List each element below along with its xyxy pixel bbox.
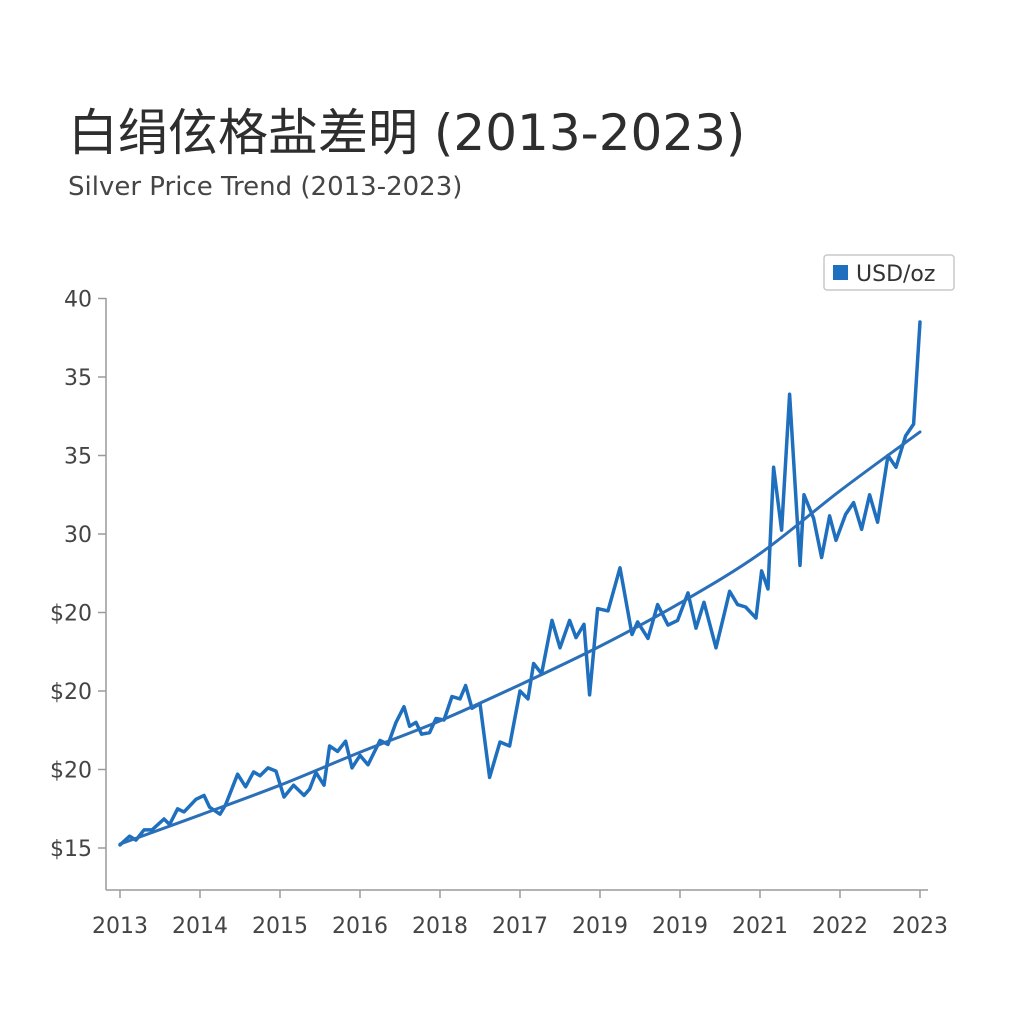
- y-axis-ticks: $15 $20 $20 $20 30 35 35 40: [50, 288, 106, 862]
- y-tick-label: 30: [64, 523, 92, 548]
- trend-line: [118, 430, 922, 846]
- y-tick-label: 40: [64, 288, 92, 313]
- y-tick-label: $15: [50, 837, 92, 862]
- x-tick-label: 2014: [172, 914, 228, 939]
- chart-title: 白绢伭格盐差明 (2013-2023): [68, 104, 746, 162]
- x-tick-label: 2016: [332, 914, 388, 939]
- x-tick-label: 2017: [492, 914, 548, 939]
- legend-label: USD/oz: [856, 262, 935, 287]
- legend: USD/oz: [823, 254, 955, 291]
- y-tick-label: 35: [64, 366, 92, 391]
- y-tick-label: $20: [50, 602, 92, 627]
- x-tick-label: 2015: [252, 914, 308, 939]
- y-tick-label: 35: [64, 445, 92, 470]
- x-tick-label: 2018: [412, 914, 468, 939]
- x-tick-label: 2013: [92, 914, 148, 939]
- series-line-usd-oz: [118, 320, 922, 847]
- x-tick-label: 2022: [812, 914, 868, 939]
- series-layer: [118, 320, 922, 847]
- legend-swatch: [833, 265, 848, 280]
- legend-box: [823, 254, 955, 291]
- x-axis-ticks: 2013 2014 2015 2016 2018 2017 2019 2019 2021 2022…: [92, 890, 948, 939]
- axes: [105, 298, 928, 891]
- x-tick-label: 2019: [572, 914, 628, 939]
- x-tick-label: 2021: [732, 914, 788, 939]
- chart-subtitle: Silver Price Trend (2013-2023): [68, 172, 463, 202]
- y-tick-label: $20: [50, 680, 92, 705]
- x-tick-label: 2019: [652, 914, 708, 939]
- x-tick-label: 2023: [892, 914, 948, 939]
- y-tick-label: $20: [50, 759, 92, 784]
